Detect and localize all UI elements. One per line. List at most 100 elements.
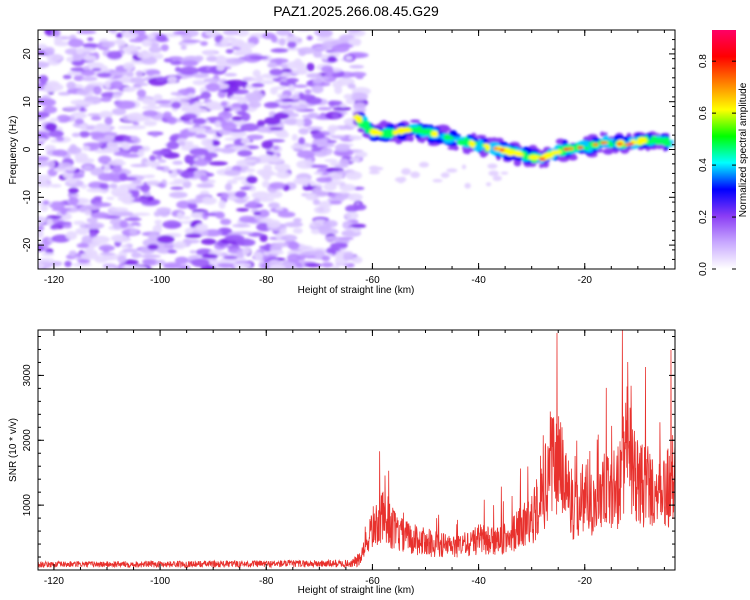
spectrogram-ytick-label: 0 xyxy=(22,146,33,152)
noise-blob xyxy=(75,48,84,55)
noise-blob xyxy=(122,45,139,52)
noise-blob xyxy=(229,130,247,138)
noise-blob xyxy=(97,172,116,182)
noise-blob xyxy=(255,197,275,202)
noise-blob xyxy=(201,196,217,205)
noise-blob xyxy=(193,170,200,179)
noise-blob xyxy=(93,123,111,132)
noise-blob xyxy=(332,112,340,120)
noise-blob xyxy=(202,229,223,237)
noise-blob xyxy=(303,263,322,268)
noise-blob xyxy=(168,191,188,199)
noise-blob xyxy=(214,120,222,128)
noise-blob xyxy=(57,91,71,96)
spectrogram-ytick-label: 10 xyxy=(22,96,33,108)
noise-blob xyxy=(137,51,152,59)
noise-blob xyxy=(224,72,238,77)
noise-blob xyxy=(176,211,184,220)
noise-blob xyxy=(141,39,152,47)
snr-ticks: -120 -100 -80 -60 -40 -20 1000 2000 3000 xyxy=(22,330,675,587)
ridge-blob xyxy=(397,122,406,129)
noise-blob xyxy=(293,84,308,88)
noise-blob xyxy=(316,36,335,42)
noise-blob xyxy=(223,244,232,248)
snr-xtick-label: -40 xyxy=(471,576,486,587)
noise-blob xyxy=(354,151,368,158)
spectrogram-xtick-label: -100 xyxy=(150,275,170,286)
noise-blob xyxy=(291,69,308,75)
noise-blob xyxy=(200,91,211,100)
noise-blob xyxy=(325,235,340,242)
noise-blob xyxy=(194,223,209,232)
noise-blob xyxy=(100,96,112,102)
noise-blob xyxy=(107,160,126,166)
noise-blob xyxy=(112,192,126,197)
noise-blob xyxy=(56,212,72,221)
noise-blob xyxy=(79,130,90,138)
noise-blob xyxy=(291,94,300,101)
noise-blob xyxy=(251,191,271,199)
noise-blob xyxy=(79,123,87,131)
noise-blob xyxy=(298,127,310,135)
noise-blob xyxy=(104,134,115,142)
noise-blob xyxy=(153,94,163,101)
noise-blob xyxy=(233,50,245,56)
noise-blob xyxy=(290,144,308,150)
noise-blob xyxy=(132,121,140,126)
noise-blob xyxy=(205,82,220,92)
noise-blob xyxy=(130,135,139,142)
noise-blob xyxy=(246,200,258,208)
faint-blob xyxy=(432,178,443,183)
noise-blob xyxy=(285,61,306,70)
noise-blob xyxy=(312,50,323,58)
ridge-blob xyxy=(609,141,614,148)
spectrogram-heat-layer xyxy=(38,30,675,269)
ridge-blob xyxy=(430,130,439,138)
noise-blob xyxy=(52,149,68,157)
noise-blob xyxy=(178,141,187,147)
noise-blob xyxy=(300,250,319,256)
noise-blob xyxy=(140,254,161,259)
ridge-hotspot xyxy=(563,147,570,151)
noise-blob xyxy=(270,48,289,53)
noise-blob xyxy=(182,216,191,220)
noise-blob xyxy=(259,234,268,243)
noise-blob xyxy=(128,125,146,130)
noise-blob xyxy=(285,47,301,51)
noise-blob xyxy=(234,190,247,198)
ridge-blob xyxy=(453,145,459,151)
noise-blob xyxy=(240,123,259,132)
noise-blob xyxy=(80,252,100,260)
noise-blob xyxy=(182,113,198,120)
noise-blob xyxy=(267,62,278,69)
noise-blob xyxy=(334,85,343,95)
noise-blob xyxy=(66,81,76,90)
ridge-blob xyxy=(456,139,467,146)
noise-blob xyxy=(266,219,281,229)
noise-blob xyxy=(184,141,194,146)
noise-blob xyxy=(268,190,283,199)
noise-blob xyxy=(246,175,258,184)
spectrogram-xlabel: Height of straight line (km) xyxy=(298,285,415,296)
noise-blob xyxy=(239,186,252,191)
noise-blob xyxy=(275,58,283,66)
noise-blob xyxy=(352,102,367,111)
noise-blob xyxy=(242,159,257,163)
noise-blob xyxy=(167,76,178,84)
noise-blob xyxy=(220,38,229,47)
noise-blob xyxy=(175,97,191,101)
noise-blob xyxy=(62,74,72,80)
faint-blob xyxy=(446,168,458,173)
noise-blob xyxy=(332,106,352,111)
noise-blob xyxy=(38,215,47,225)
noise-blob xyxy=(102,263,117,269)
noise-blob xyxy=(162,111,172,119)
noise-blob xyxy=(81,76,98,82)
noise-blob xyxy=(103,163,111,173)
noise-blob xyxy=(293,217,302,223)
noise-blob xyxy=(74,118,85,125)
noise-blob xyxy=(93,196,103,200)
noise-blob xyxy=(264,116,281,126)
noise-blob xyxy=(258,209,270,218)
noise-blob xyxy=(275,207,284,211)
